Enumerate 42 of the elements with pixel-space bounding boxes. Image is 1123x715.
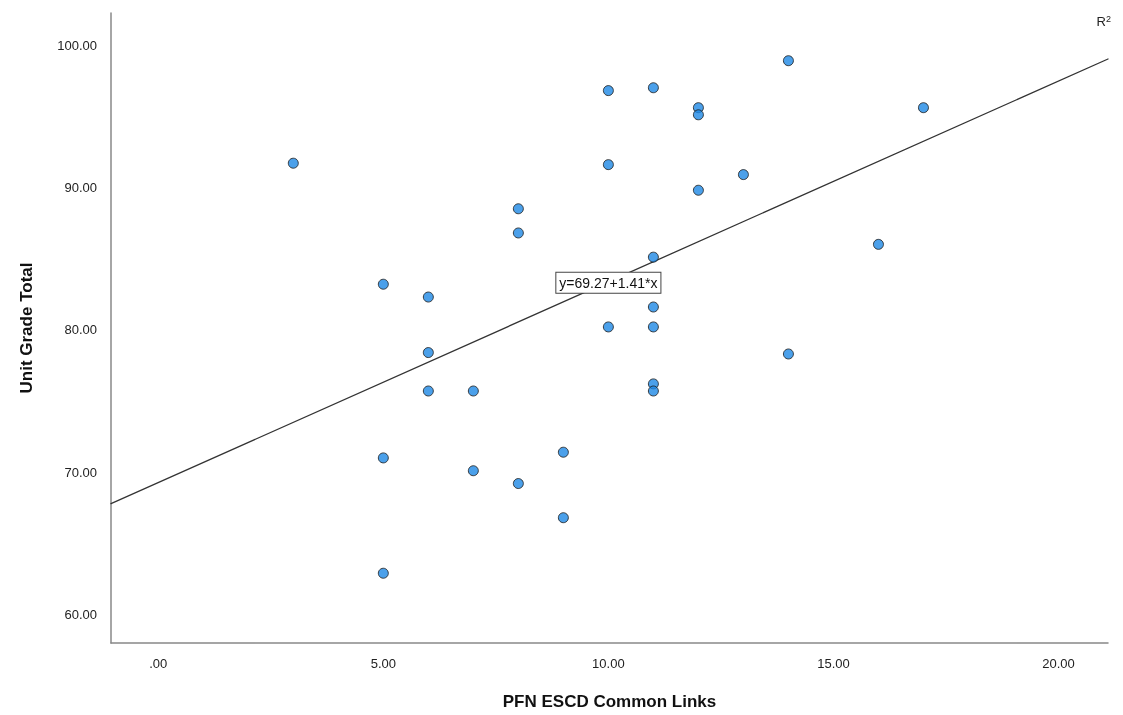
y-tick-label: 90.00 — [64, 179, 97, 195]
y-tick-label: 80.00 — [64, 322, 97, 338]
x-axis-title: PFN ESCD Common Links — [502, 692, 717, 711]
point — [782, 55, 794, 67]
point — [647, 251, 659, 263]
point — [377, 452, 389, 464]
point — [377, 278, 389, 290]
point — [422, 347, 434, 359]
x-tick-label: 5.00 — [370, 656, 396, 671]
y-axis-title: Unit Grade Total — [17, 262, 36, 394]
y-tick-label: 100.00 — [57, 37, 97, 53]
point — [917, 102, 929, 114]
x-tick-label: 20.00 — [1042, 656, 1075, 671]
point — [512, 478, 524, 490]
x-tick-label: 10.00 — [592, 656, 625, 671]
point — [422, 291, 434, 303]
x-tick-label: .00 — [149, 656, 168, 671]
point — [512, 227, 524, 239]
point — [647, 385, 659, 397]
point — [647, 82, 659, 94]
point — [872, 238, 884, 250]
y-tick-label: 70.00 — [64, 464, 97, 480]
point — [512, 203, 524, 215]
point — [557, 512, 569, 524]
point — [737, 169, 749, 181]
point — [377, 567, 389, 579]
x-tick-label: 15.00 — [817, 656, 850, 671]
point — [602, 321, 614, 333]
point — [602, 159, 614, 171]
point — [602, 85, 614, 97]
point — [557, 446, 569, 458]
point — [647, 301, 659, 313]
point — [467, 385, 479, 397]
point — [692, 109, 704, 121]
point — [467, 465, 479, 477]
point — [287, 157, 299, 169]
y-tick-label: 60.00 — [64, 607, 97, 623]
point — [647, 321, 659, 333]
point — [782, 348, 794, 360]
point — [692, 184, 704, 196]
annotation: y=69.27+1.41*x — [559, 274, 658, 291]
point — [422, 385, 434, 397]
